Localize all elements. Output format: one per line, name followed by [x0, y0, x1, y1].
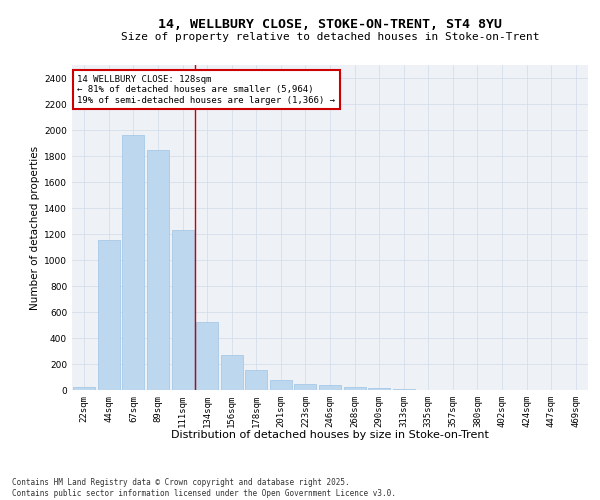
Bar — [221, 355, 243, 390]
Text: 14 WELLBURY CLOSE: 128sqm
← 81% of detached houses are smaller (5,964)
19% of se: 14 WELLBURY CLOSE: 128sqm ← 81% of detac… — [77, 74, 335, 104]
Bar — [196, 322, 218, 390]
Bar — [98, 240, 120, 390]
Bar — [122, 135, 145, 390]
Bar — [270, 380, 292, 390]
Text: Size of property relative to detached houses in Stoke-on-Trent: Size of property relative to detached ho… — [121, 32, 539, 42]
Bar — [172, 230, 194, 390]
Bar — [344, 387, 365, 390]
Bar — [245, 370, 268, 390]
Bar — [295, 384, 316, 390]
Bar — [147, 150, 169, 390]
Bar — [73, 387, 95, 390]
Bar — [368, 388, 390, 390]
Text: 14, WELLBURY CLOSE, STOKE-ON-TRENT, ST4 8YU: 14, WELLBURY CLOSE, STOKE-ON-TRENT, ST4 … — [158, 18, 502, 30]
X-axis label: Distribution of detached houses by size in Stoke-on-Trent: Distribution of detached houses by size … — [171, 430, 489, 440]
Text: Contains HM Land Registry data © Crown copyright and database right 2025.
Contai: Contains HM Land Registry data © Crown c… — [12, 478, 396, 498]
Bar — [319, 385, 341, 390]
Y-axis label: Number of detached properties: Number of detached properties — [30, 146, 40, 310]
